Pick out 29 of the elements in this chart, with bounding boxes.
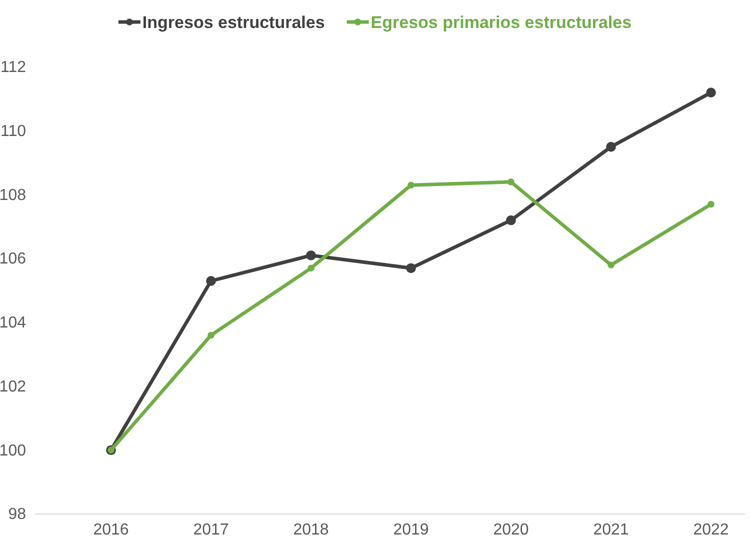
point — [606, 142, 616, 152]
y-tick-label: 110 — [0, 122, 26, 140]
point — [308, 264, 314, 272]
y-tick-label: 104 — [0, 314, 26, 332]
y-tick-label: 108 — [0, 186, 26, 204]
x-tick-label: 2016 — [93, 522, 129, 539]
x-tick-label: 2021 — [593, 522, 629, 539]
point — [408, 182, 414, 189]
x-tick-label: 2018 — [293, 522, 329, 539]
point — [506, 215, 516, 226]
y-tick-label: 106 — [0, 250, 26, 268]
point — [208, 332, 214, 339]
y-tick-label: 100 — [0, 442, 26, 460]
y-tick-label: 102 — [0, 378, 26, 396]
x-tick-label: 2020 — [493, 522, 529, 539]
y-tick-label: 98 — [8, 506, 26, 524]
point — [708, 200, 714, 208]
legend-label: Ingresos estructurales — [142, 13, 325, 32]
x-tick-label: 2019 — [393, 522, 429, 539]
point — [406, 263, 416, 274]
y-tick-label: 112 — [0, 59, 26, 76]
point — [706, 88, 716, 98]
point — [206, 276, 216, 286]
x-tick-label: 2017 — [193, 522, 229, 539]
x-tick-label: 2022 — [693, 522, 729, 539]
point — [608, 262, 614, 268]
legend-label: Egresos primarios estructurales — [370, 13, 632, 32]
point — [306, 250, 316, 260]
point — [508, 178, 514, 186]
